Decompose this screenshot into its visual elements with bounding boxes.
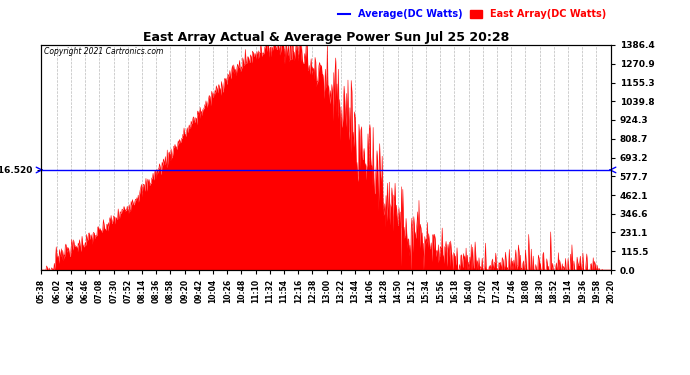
Title: East Array Actual & Average Power Sun Jul 25 20:28: East Array Actual & Average Power Sun Ju… [143, 31, 509, 44]
Legend: Average(DC Watts), East Array(DC Watts): Average(DC Watts), East Array(DC Watts) [338, 9, 606, 20]
Text: Copyright 2021 Cartronics.com: Copyright 2021 Cartronics.com [44, 47, 164, 56]
